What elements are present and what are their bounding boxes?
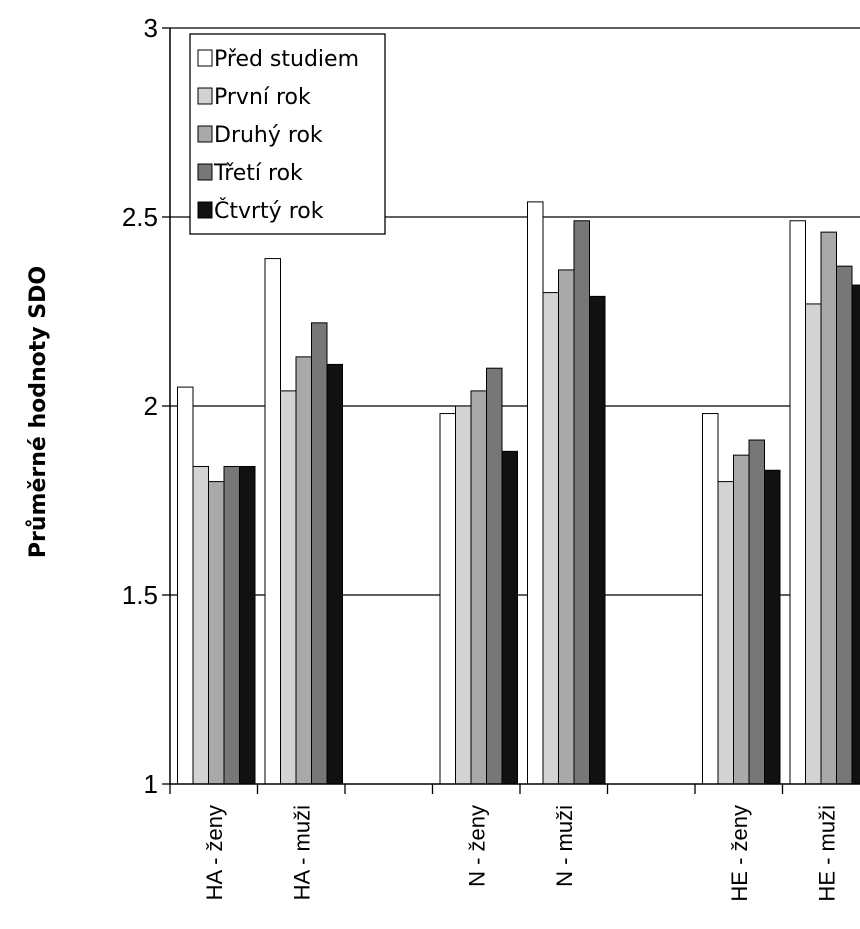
bar [764,469,781,785]
legend-swatch [197,49,213,67]
bar [223,465,240,785]
x-category-label: N - ženy [464,805,489,887]
x-category-label: HE - ženy [727,805,752,902]
bar [470,390,487,785]
x-category-label: N - muži [552,805,577,887]
bar [589,295,606,785]
legend-swatch [197,201,213,219]
x-category-label: HE - muži [814,805,839,902]
bar [177,386,194,785]
bar [542,292,559,785]
bar [805,303,822,785]
legend-box [189,33,386,235]
bar [239,465,256,785]
y-tick-label: 1.5 [122,580,158,610]
bar [851,284,860,785]
bar [208,481,225,785]
bar [733,454,750,785]
bar [486,367,503,785]
bar [573,220,590,785]
y-tick-label: 2 [144,391,158,421]
legend-entry: Druhý rok [214,123,323,148]
bar [501,450,518,785]
bar [789,220,806,785]
bar [702,413,719,785]
bar [295,356,312,785]
y-tick-label: 1 [144,769,158,799]
legend-entry: Před studiem [214,47,359,72]
bar [264,258,281,785]
x-category-label: HA - muži [289,805,314,900]
bar [527,201,544,785]
legend-swatch [197,87,213,105]
legend-swatch [197,163,213,181]
bar [558,269,575,785]
legend: Před studiem První rok Druhý rok Třetí rok Č… [189,33,386,235]
bar [311,322,328,785]
legend-entry: První rok [214,85,311,110]
bar [748,439,765,785]
x-category-labels: HA - ženy HA - muži N - ženy N - muži HE - ž… [202,805,840,902]
legend-entry: Čtvrtý rok [214,198,324,224]
legend-swatch [197,125,213,143]
y-tick-labels: 1 1.5 2 2.5 3 [122,13,158,799]
bar [192,465,209,785]
bar [439,413,456,785]
x-category-label: HA - ženy [202,805,227,900]
axes [162,27,860,794]
bar [326,363,343,785]
y-tick-label: 2.5 [122,202,158,232]
legend-entry: Třetí rok [213,161,303,186]
bar [836,265,853,785]
bars [177,201,860,785]
y-axis-label: Průměrné hodnoty SDO [26,266,51,558]
bar [280,390,297,785]
bar [820,231,837,785]
bar [455,405,472,785]
y-tick-label: 3 [144,13,158,43]
bar [717,481,734,785]
